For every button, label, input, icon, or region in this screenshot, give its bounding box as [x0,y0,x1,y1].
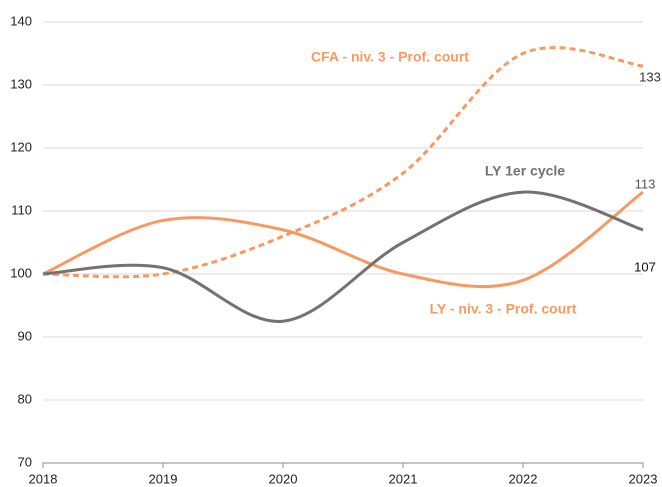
x-tick-label: 2021 [389,471,418,486]
y-tick-label: 90 [18,328,32,343]
x-tick-label: 2023 [629,471,658,486]
x-tick-label: 2019 [149,471,178,486]
y-tick-label: 110 [11,202,32,217]
y-tick-label: 70 [18,454,32,469]
data-label: 113 [635,176,656,191]
y-tick-label: 120 [10,139,32,154]
y-tick-label: 140 [10,13,32,28]
series-name: CFA - niv. 3 - Prof. court [311,49,469,65]
x-tick-label: 2018 [29,471,58,486]
series-line [42,190,644,323]
x-tick-label: 2020 [269,471,298,486]
x-tick-label: 2022 [509,471,538,486]
series-line [42,46,644,279]
data-label: 133 [639,69,661,84]
series-line [42,190,644,289]
series-name: LY 1er cycle [485,163,565,179]
series-name: LY - niv. 3 - Prof. court [430,301,577,317]
y-tick-label: 100 [10,265,32,280]
data-label: 107 [634,259,656,274]
y-tick-label: 130 [10,76,32,91]
y-tick-label: 80 [18,391,32,406]
